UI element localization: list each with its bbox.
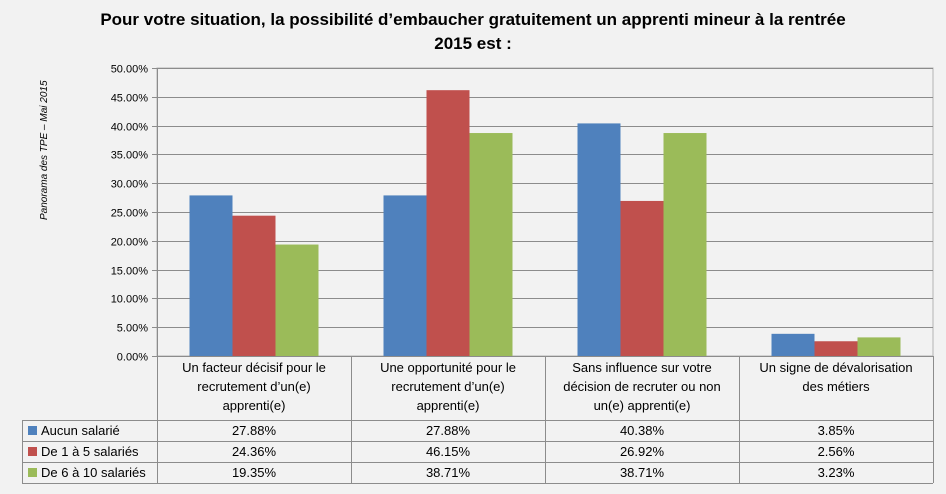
bar xyxy=(232,215,276,356)
y-tick-label: 40.00% xyxy=(111,122,149,134)
bar xyxy=(577,123,621,357)
data-cell: 2.56% xyxy=(818,444,855,459)
category-label: Une opportunité pour le xyxy=(380,360,516,375)
y-tick-label: 20.00% xyxy=(111,237,149,249)
data-cell: 40.38% xyxy=(620,423,665,438)
bar xyxy=(426,90,470,357)
data-cell: 46.15% xyxy=(426,444,471,459)
series-name: Aucun salarié xyxy=(41,423,120,438)
series-name: De 6 à 10 salariés xyxy=(41,465,146,480)
chart-title-line-1: Pour votre situation, la possibilité d’e… xyxy=(100,10,846,29)
category-label: Sans influence sur votre xyxy=(572,360,711,375)
category-label: recrutement d’un(e) xyxy=(391,379,504,394)
category-label: des métiers xyxy=(802,379,870,394)
data-cell: 38.71% xyxy=(620,465,665,480)
data-cell: 3.85% xyxy=(818,423,855,438)
y-tick-label: 25.00% xyxy=(111,208,149,220)
bar xyxy=(814,341,858,356)
legend-swatch xyxy=(28,447,37,456)
category-label: recrutement d’un(e) xyxy=(197,379,310,394)
category-label: apprenti(e) xyxy=(417,398,480,413)
category-label: apprenti(e) xyxy=(223,398,286,413)
bar xyxy=(383,195,427,356)
data-cell: 19.35% xyxy=(232,465,277,480)
bar xyxy=(857,337,901,356)
chart-title: Pour votre situation, la possibilité d’e… xyxy=(0,8,946,56)
chart-title-line-2: 2015 est : xyxy=(434,34,512,53)
data-cell: 26.92% xyxy=(620,444,665,459)
category-label: un(e) apprenti(e) xyxy=(594,398,691,413)
category-label: Un signe de dévalorisation xyxy=(759,360,912,375)
bar xyxy=(620,200,664,356)
data-cell: 38.71% xyxy=(426,465,471,480)
bar xyxy=(469,133,513,356)
y-tick-label: 15.00% xyxy=(111,266,149,278)
legend-swatch xyxy=(28,426,37,435)
y-tick-label: 35.00% xyxy=(111,150,149,162)
bar xyxy=(771,333,815,356)
data-cell: 3.23% xyxy=(818,465,855,480)
y-tick-label: 0.00% xyxy=(117,352,148,364)
y-tick-label: 45.00% xyxy=(111,93,149,105)
legend-swatch xyxy=(28,468,37,477)
data-cell: 24.36% xyxy=(232,444,277,459)
data-cell: 27.88% xyxy=(426,423,471,438)
category-label: Un facteur décisif pour le xyxy=(182,360,326,375)
bar xyxy=(663,133,707,356)
y-tick-label: 30.00% xyxy=(111,179,149,191)
data-cell: 27.88% xyxy=(232,423,277,438)
series-name: De 1 à 5 salariés xyxy=(41,444,139,459)
category-label: décision de recruter ou non xyxy=(563,379,721,394)
y-tick-label: 50.00% xyxy=(111,64,149,76)
y-tick-label: 5.00% xyxy=(117,323,148,335)
bar xyxy=(189,195,233,356)
y-tick-label: 10.00% xyxy=(111,294,149,306)
bar xyxy=(275,244,319,356)
